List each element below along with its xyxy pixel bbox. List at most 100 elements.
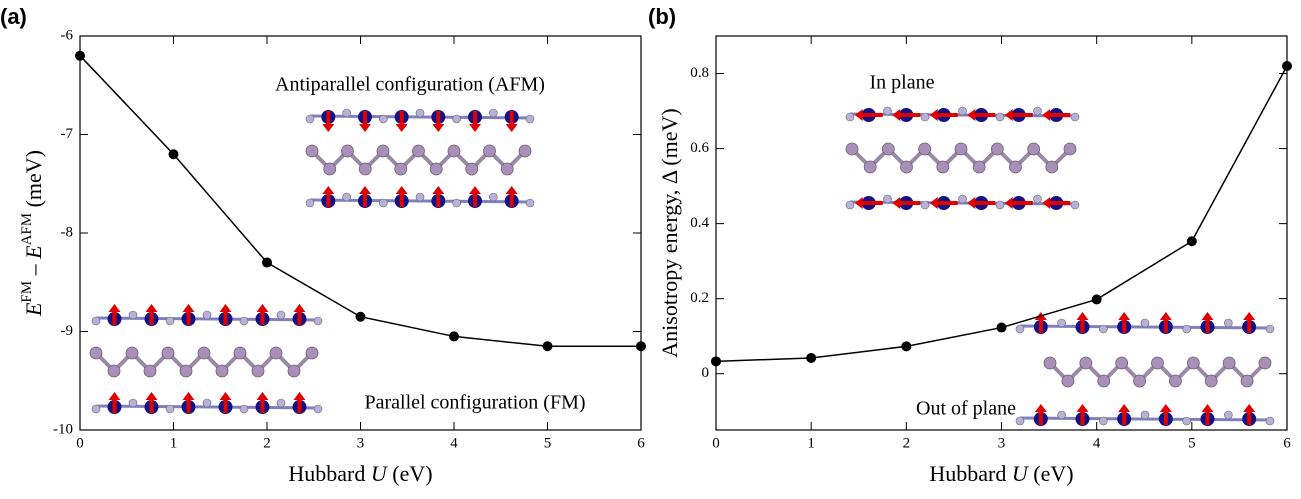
atom-small bbox=[1265, 416, 1275, 426]
data-point bbox=[901, 341, 912, 352]
atom-chalcogen bbox=[518, 144, 532, 158]
annotation: Out of plane bbox=[916, 398, 1016, 420]
atom-small bbox=[995, 200, 1005, 210]
atom-chalcogen bbox=[125, 346, 139, 360]
spin-arrow bbox=[1004, 109, 1033, 121]
data-point bbox=[996, 322, 1007, 333]
x-tick-label: 2 bbox=[903, 435, 911, 451]
atom-chalcogen bbox=[269, 346, 283, 360]
atom-chalcogen bbox=[1079, 356, 1093, 370]
spin-arrow bbox=[395, 186, 408, 207]
atom-small bbox=[305, 114, 315, 124]
x-axis-label-part: Hubbard bbox=[288, 461, 370, 486]
spin-arrow bbox=[145, 304, 158, 325]
atom-chalcogen bbox=[447, 144, 461, 158]
atom-chalcogen bbox=[1045, 160, 1059, 174]
spin-arrow bbox=[432, 111, 445, 132]
atom-small bbox=[165, 316, 175, 326]
x-tick-label: 6 bbox=[637, 435, 645, 451]
atom-small bbox=[313, 404, 323, 414]
x-axis-label-part: U bbox=[371, 461, 389, 486]
atom-chalcogen bbox=[500, 162, 514, 176]
spin-arrow bbox=[182, 392, 195, 413]
y-tick-label: 0.2 bbox=[690, 290, 709, 306]
spin-arrow bbox=[293, 392, 306, 413]
atom-small bbox=[920, 112, 930, 122]
x-tick-label: 0 bbox=[712, 435, 720, 451]
atom-small bbox=[239, 404, 249, 414]
atom-small bbox=[1265, 324, 1275, 334]
atom-chalcogen bbox=[358, 162, 372, 176]
atom-chalcogen bbox=[197, 346, 211, 360]
spin-arrow bbox=[1243, 312, 1256, 333]
atom-small bbox=[1015, 324, 1025, 334]
atom-small bbox=[525, 114, 535, 124]
spin-arrow bbox=[1201, 312, 1214, 333]
data-point bbox=[1186, 236, 1197, 247]
spin-arrow bbox=[359, 111, 371, 132]
y-axis-label-part: FM bbox=[19, 281, 35, 303]
atom-chalcogen bbox=[323, 162, 337, 176]
spin-arrow bbox=[359, 186, 371, 207]
atom-small bbox=[379, 114, 388, 124]
spin-arrow bbox=[1201, 404, 1214, 425]
atom-chalcogen bbox=[1258, 356, 1272, 370]
atom-small bbox=[1070, 200, 1080, 210]
atom-small bbox=[920, 200, 930, 210]
spin-arrow bbox=[322, 111, 335, 132]
x-tick-label: 4 bbox=[450, 435, 458, 451]
atom-chalcogen bbox=[376, 144, 390, 158]
panel-label: (a) bbox=[0, 4, 27, 29]
atom-small bbox=[1099, 324, 1108, 334]
atom-chalcogen bbox=[1222, 356, 1236, 370]
spin-arrow bbox=[1004, 197, 1033, 209]
atom-small bbox=[1015, 416, 1025, 426]
atom-chalcogen bbox=[863, 160, 877, 174]
y-axis-label-part: Anisotropy energy, Δ (meV) bbox=[657, 108, 682, 357]
atom-small bbox=[958, 194, 967, 204]
atom-small bbox=[845, 112, 855, 122]
spin-arrow bbox=[322, 186, 335, 207]
spin-arrow bbox=[256, 392, 269, 413]
x-tick-label: 3 bbox=[998, 435, 1006, 451]
atom-small bbox=[276, 398, 286, 408]
atom-chalcogen bbox=[1043, 356, 1057, 370]
panel-label: (b) bbox=[648, 4, 676, 29]
atom-small bbox=[845, 200, 855, 210]
atom-small bbox=[415, 108, 425, 118]
atom-chalcogen bbox=[341, 144, 354, 158]
atom-chalcogen bbox=[1169, 374, 1182, 388]
atom-chalcogen bbox=[1240, 374, 1254, 388]
x-tick-label: 4 bbox=[1093, 435, 1101, 451]
spin-arrow bbox=[219, 304, 232, 325]
atom-small bbox=[379, 198, 388, 208]
y-tick-label: -9 bbox=[61, 323, 74, 339]
spin-arrow bbox=[1159, 312, 1172, 333]
y-axis-label-part: (meV) bbox=[21, 150, 46, 213]
atom-small bbox=[1057, 318, 1066, 328]
spin-arrow bbox=[1076, 312, 1089, 333]
atom-chalcogen bbox=[936, 160, 950, 174]
atom-chalcogen bbox=[233, 346, 247, 360]
y-tick-label: 0.4 bbox=[690, 215, 709, 231]
atom-small bbox=[202, 398, 212, 408]
spin-arrow bbox=[1076, 404, 1089, 425]
spin-arrow bbox=[108, 304, 121, 325]
atom-small bbox=[1224, 410, 1233, 420]
spin-arrow bbox=[1042, 197, 1071, 209]
x-tick-label: 2 bbox=[263, 435, 271, 451]
atom-chalcogen bbox=[1009, 160, 1022, 174]
atom-small bbox=[1182, 416, 1191, 426]
atom-chalcogen bbox=[1027, 142, 1041, 156]
atom-small bbox=[883, 106, 892, 116]
atom-chalcogen bbox=[1151, 356, 1164, 370]
spin-arrow bbox=[182, 304, 195, 325]
data-point bbox=[542, 341, 553, 352]
atom-chalcogen bbox=[1063, 142, 1077, 156]
atom-small bbox=[1057, 410, 1066, 420]
atom-chalcogen bbox=[1133, 374, 1146, 388]
data-point bbox=[449, 331, 459, 342]
atom-small bbox=[1140, 318, 1150, 328]
atom-chalcogen bbox=[1204, 374, 1218, 388]
atom-chalcogen bbox=[89, 346, 103, 360]
